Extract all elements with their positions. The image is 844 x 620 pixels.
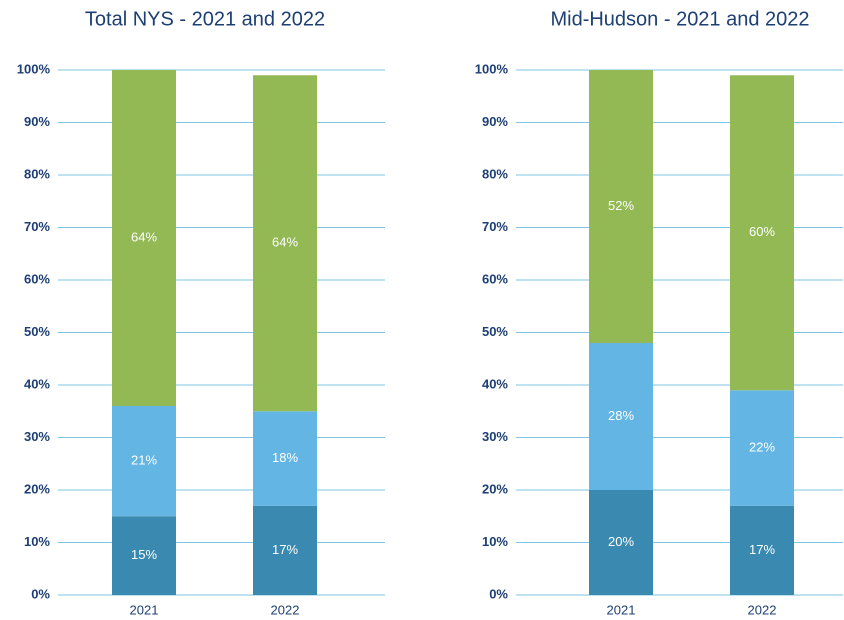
x-tick-label: 2021	[607, 602, 636, 617]
chart-title: Mid-Hudson - 2021 and 2022	[550, 8, 809, 30]
bar-segment	[589, 70, 653, 343]
bar-segment	[112, 406, 176, 517]
value-label: 17%	[749, 542, 775, 557]
y-tick-label: 70%	[482, 219, 508, 234]
value-label: 18%	[272, 450, 298, 465]
bar-segment	[730, 390, 794, 506]
x-tick-label: 2022	[748, 602, 777, 617]
y-tick-label: 30%	[482, 429, 508, 444]
y-tick-label: 10%	[482, 534, 508, 549]
y-tick-label: 90%	[482, 114, 508, 129]
value-label: 20%	[608, 534, 634, 549]
y-tick-label: 90%	[24, 114, 50, 129]
value-label: 28%	[608, 408, 634, 423]
y-tick-label: 0%	[489, 586, 508, 601]
y-tick-label: 80%	[24, 166, 50, 181]
x-tick-label: 2022	[271, 602, 300, 617]
y-tick-label: 20%	[24, 481, 50, 496]
bar-segment	[253, 411, 317, 506]
y-tick-label: 40%	[24, 376, 50, 391]
y-tick-label: 60%	[24, 271, 50, 286]
value-label: 22%	[749, 439, 775, 454]
value-label: 21%	[131, 453, 157, 468]
y-tick-label: 100%	[475, 61, 509, 76]
y-tick-label: 60%	[482, 271, 508, 286]
y-tick-label: 50%	[24, 324, 50, 339]
y-tick-label: 0%	[31, 586, 50, 601]
bar-segment	[730, 75, 794, 391]
bar-segment	[589, 343, 653, 490]
value-label: 17%	[272, 542, 298, 557]
y-tick-label: 100%	[17, 61, 51, 76]
y-tick-label: 40%	[482, 376, 508, 391]
bar-segment	[112, 70, 176, 406]
y-tick-label: 80%	[482, 166, 508, 181]
y-tick-label: 10%	[24, 534, 50, 549]
value-label: 15%	[131, 547, 157, 562]
value-label: 64%	[272, 235, 298, 250]
y-tick-label: 30%	[24, 429, 50, 444]
y-tick-label: 70%	[24, 219, 50, 234]
y-tick-label: 20%	[482, 481, 508, 496]
value-label: 60%	[749, 224, 775, 239]
bar-segment	[730, 505, 794, 595]
bar-segment	[112, 516, 176, 595]
y-tick-label: 50%	[482, 324, 508, 339]
bar-segment	[589, 490, 653, 595]
bar-segment	[253, 75, 317, 412]
value-label: 52%	[608, 198, 634, 213]
value-label: 64%	[131, 229, 157, 244]
chart-title: Total NYS - 2021 and 2022	[85, 8, 325, 30]
x-tick-label: 2021	[130, 602, 159, 617]
bar-segment	[253, 505, 317, 595]
